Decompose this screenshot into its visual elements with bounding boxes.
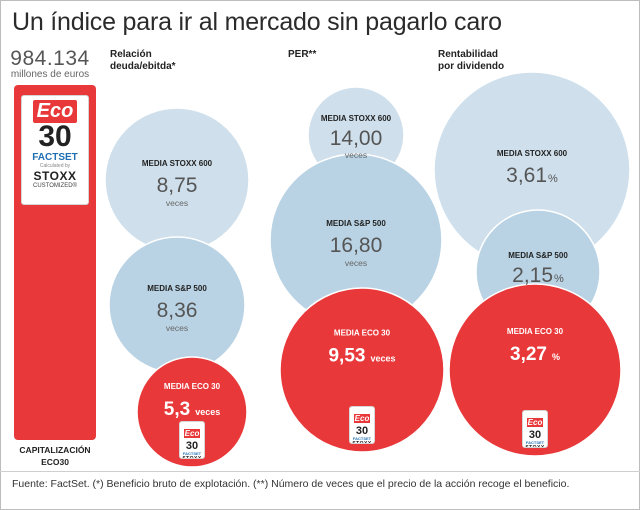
- logo-stoxx: STOXX: [33, 168, 77, 183]
- bubble-label-g0-eco30: MEDIA ECO 30: [164, 382, 221, 391]
- bubble-label-g1-stoxx600: MEDIA STOXX 600: [321, 114, 392, 123]
- logo-calculated-by: Calculated by: [39, 162, 71, 169]
- bubble-label-g2-sp500: MEDIA S&P 500: [508, 251, 568, 260]
- bubble-value-g0-sp500: 8,36: [157, 299, 198, 322]
- bubble-value-g2-stoxx600: 3,61%: [506, 164, 558, 187]
- small-logo-eco: Eco: [353, 414, 371, 423]
- bubble-label-g0-stoxx600: MEDIA STOXX 600: [142, 159, 213, 168]
- small-logo-eco: Eco: [183, 429, 201, 438]
- bubble-value-g2-eco30: 3,27%: [510, 344, 560, 365]
- bubble-value-g0-stoxx600: 8,75: [157, 174, 198, 197]
- small-logo-fs: FACTSET: [352, 436, 372, 442]
- capitalization-unit: millones de euros: [10, 69, 90, 80]
- footer-source: Fuente: FactSet. (*) Beneficio bruto de …: [12, 478, 570, 490]
- small-logo-fs: FACTSET: [182, 451, 202, 457]
- logo-number: 30: [38, 120, 72, 153]
- bubble-label-g1-sp500: MEDIA S&P 500: [326, 219, 386, 228]
- capitalization-label: CAPITALIZACIÓN ECO30: [8, 444, 102, 468]
- bubble-value-g1-sp500: 16,80: [330, 234, 383, 257]
- bubble-g0-eco30: [136, 356, 248, 468]
- bubble-value-g2-sp500: 2,15%: [512, 264, 564, 287]
- bubble-label-g1-eco30: MEDIA ECO 30: [334, 329, 391, 338]
- column-header-debt: Relación deuda/ebitda*: [110, 49, 176, 73]
- small-logo-stx: STOXX: [350, 441, 374, 443]
- logo-factset: FACTSET: [32, 151, 78, 163]
- bubble-unit-g0-stoxx600: veces: [166, 198, 188, 208]
- bubble-unit-g0-sp500: veces: [166, 323, 188, 333]
- eco30-logo-small: Eco30FACTSETSTOXXCUSTOMIZED®: [522, 410, 548, 448]
- bubble-value-g1-eco30: 9,53 veces: [328, 346, 395, 367]
- column-header-dividend-line2: por dividendo: [438, 61, 505, 72]
- footer-separator: [0, 471, 640, 472]
- bubble-label-g0-sp500: MEDIA S&P 500: [147, 284, 207, 293]
- small-logo-stx: STOXX: [180, 456, 204, 458]
- capitalization-value: 984.134: [10, 47, 90, 70]
- small-logo-stx: STOXX: [523, 445, 547, 447]
- capitalization-label-line2: ECO30: [41, 457, 69, 467]
- small-logo-num: 30: [185, 440, 199, 452]
- small-logo-eco: Eco: [526, 418, 544, 427]
- bubble-unit-g1-stoxx600: veces: [345, 150, 367, 160]
- column-header-debt-line2: deuda/ebitda*: [110, 61, 176, 72]
- column-header-per: PER**: [288, 49, 316, 61]
- column-header-per-line1: PER**: [288, 49, 317, 60]
- column-header-dividend-line1: Rentabilidad: [438, 49, 499, 60]
- bubble-unit-g1-sp500: veces: [345, 258, 367, 268]
- logo-customized: CUSTOMIZED®: [33, 182, 77, 189]
- bubble-g1-eco30: [279, 287, 445, 453]
- bubble-label-g2-stoxx600: MEDIA STOXX 600: [497, 149, 568, 158]
- capitalization-label-line1: CAPITALIZACIÓN: [19, 445, 91, 455]
- eco30-logo-small: Eco30FACTSETSTOXXCUSTOMIZED®: [179, 421, 205, 459]
- small-logo-num: 30: [528, 429, 542, 441]
- bubble-g2-eco30: [448, 283, 622, 457]
- eco30-logo-small: Eco30FACTSETSTOXXCUSTOMIZED®: [349, 406, 375, 444]
- small-logo-num: 30: [355, 425, 369, 437]
- eco30-logo-large: Eco 30 FACTSET Calculated by STOXX CUSTO…: [21, 95, 89, 205]
- eco-logo-text: Eco: [32, 100, 78, 123]
- column-header-dividend: Rentabilidad por dividendo: [438, 49, 504, 73]
- small-logo-fs: FACTSET: [525, 440, 545, 446]
- bubble-value-g0-eco30: 5,3 veces: [164, 399, 220, 420]
- bubble-value-g1-stoxx600: 14,00: [330, 127, 383, 150]
- page-title: Un índice para ir al mercado sin pagarlo…: [12, 8, 502, 36]
- column-header-debt-line1: Relación: [110, 49, 152, 60]
- bubble-label-g2-eco30: MEDIA ECO 30: [507, 327, 564, 336]
